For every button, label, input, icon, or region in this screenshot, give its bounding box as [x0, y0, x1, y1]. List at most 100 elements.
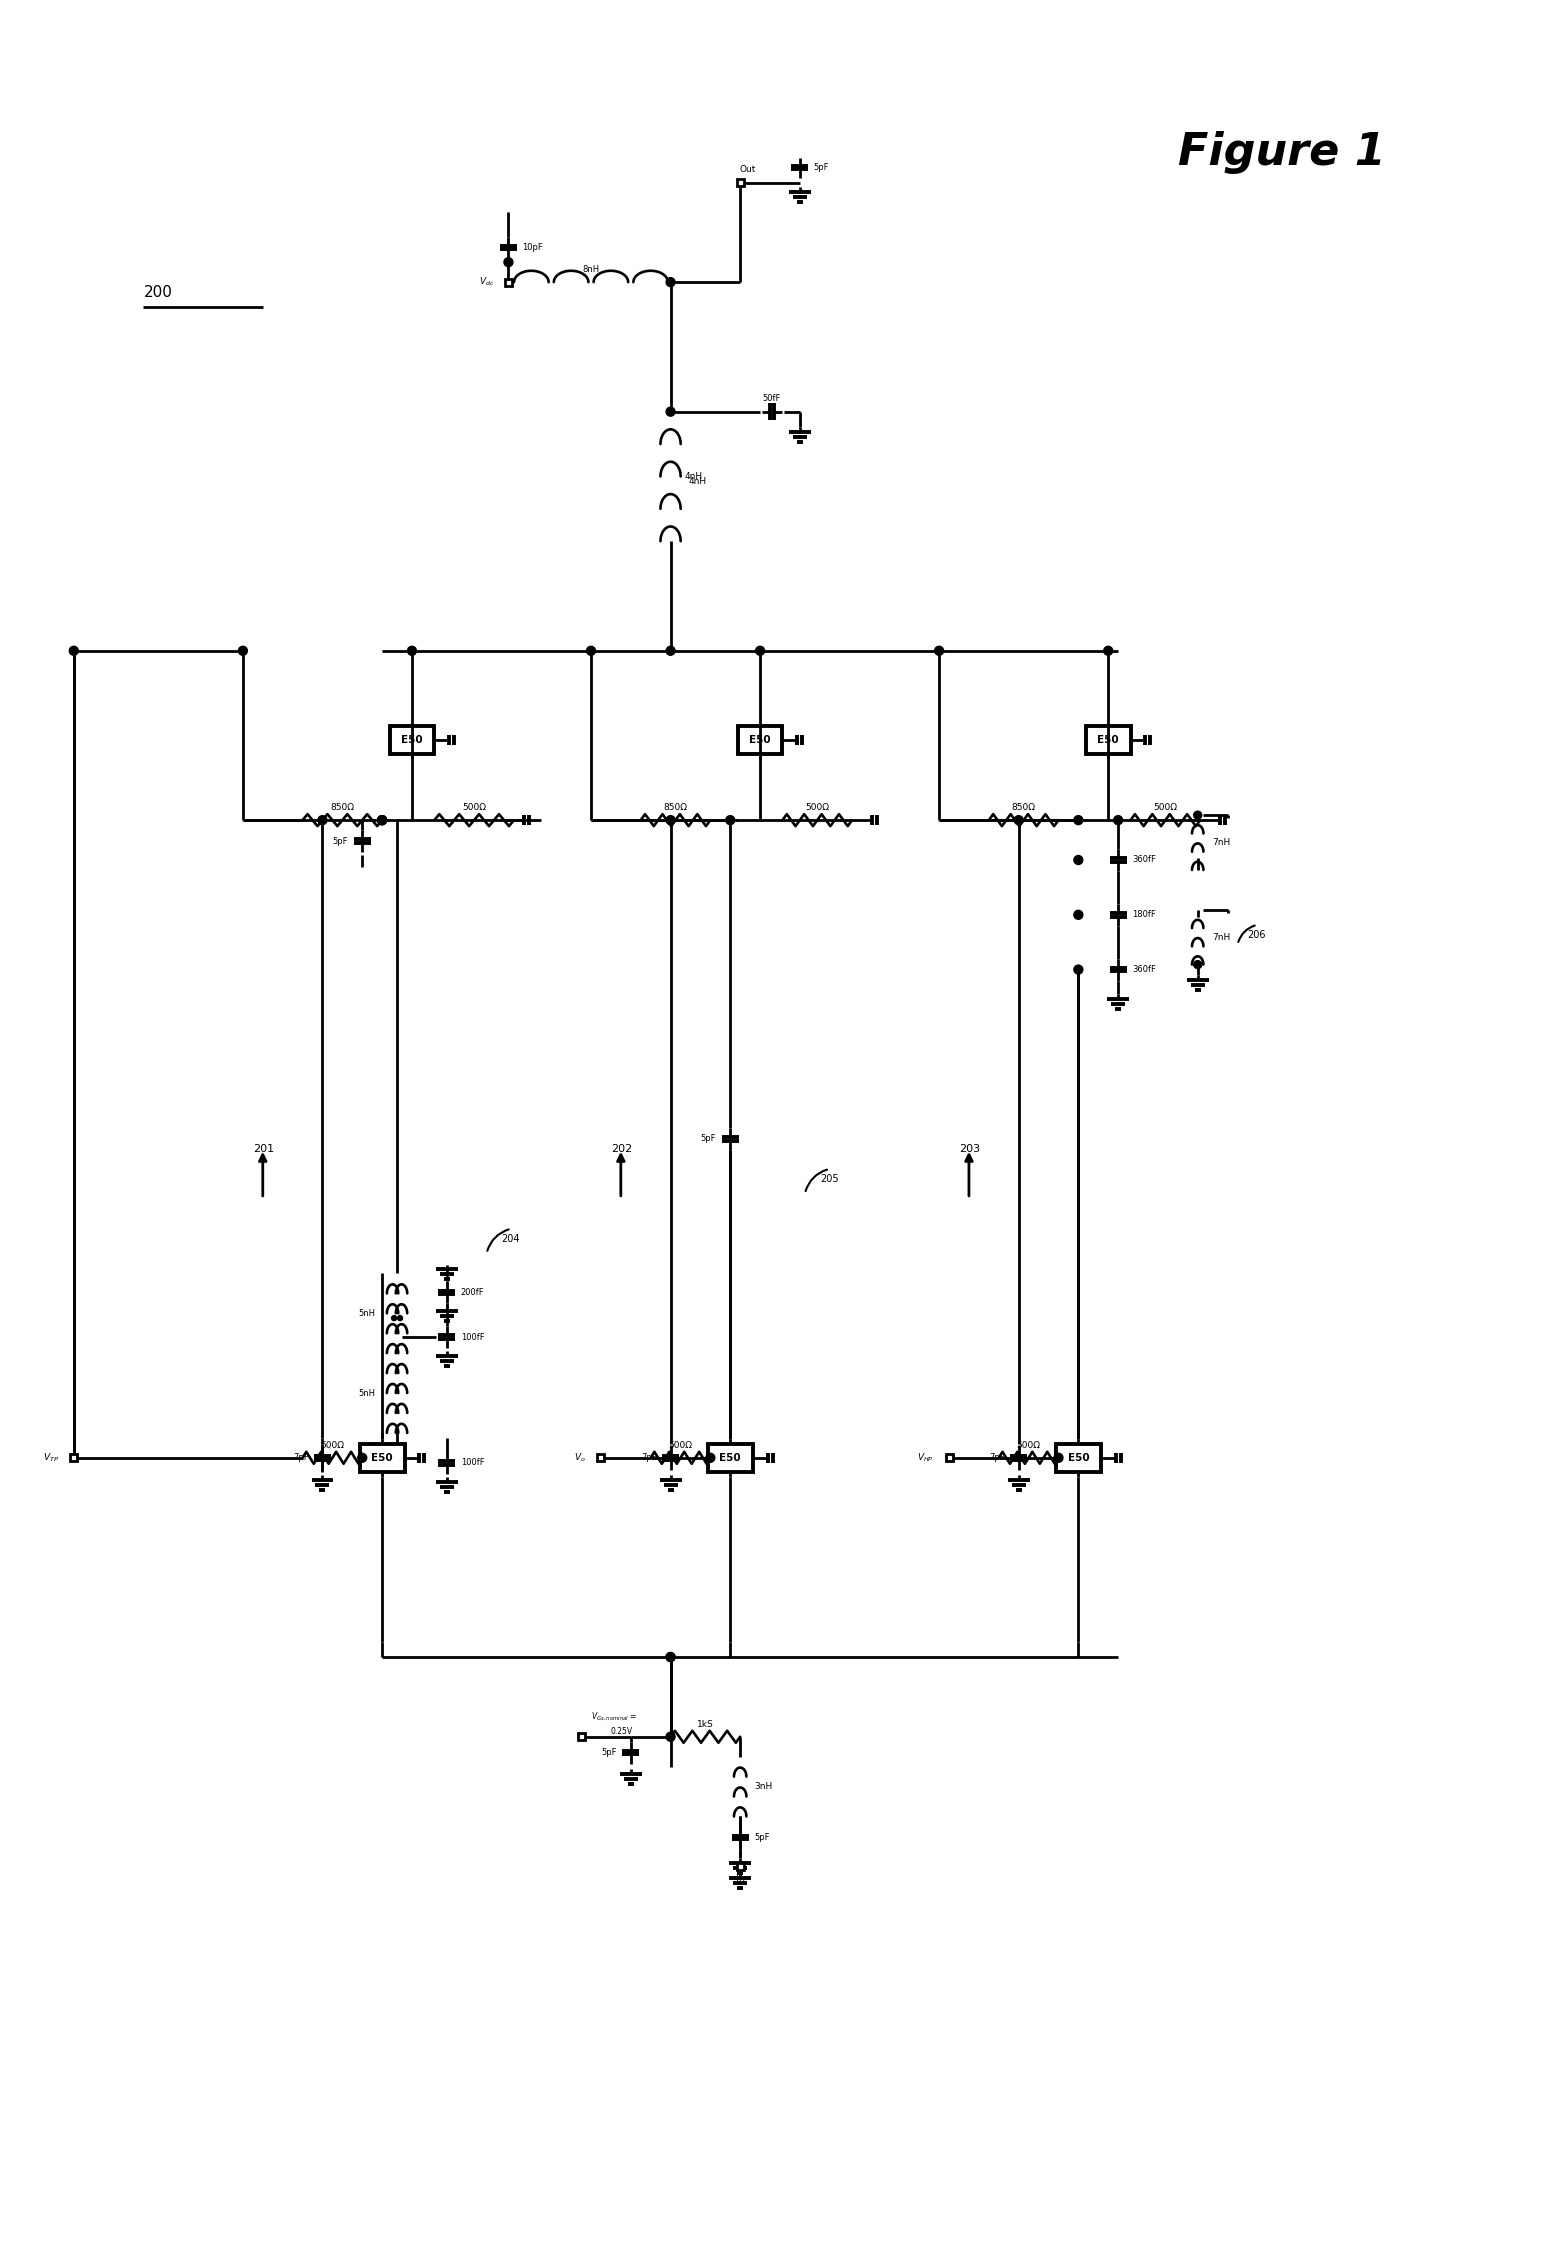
Circle shape: [1114, 815, 1123, 825]
Circle shape: [666, 1654, 675, 1663]
Text: 360fF: 360fF: [1132, 965, 1156, 974]
Text: E50: E50: [750, 736, 771, 745]
Text: 5pF: 5pF: [700, 1134, 716, 1143]
Text: 100fF: 100fF: [460, 1333, 485, 1342]
Text: $V_{Gs,nominal}=$: $V_{Gs,nominal}=$: [592, 1710, 637, 1724]
Circle shape: [587, 646, 595, 655]
Text: 100fF: 100fF: [460, 1459, 485, 1468]
Text: 206: 206: [1247, 931, 1266, 940]
Text: 202: 202: [610, 1143, 632, 1154]
Circle shape: [239, 646, 248, 655]
Text: 201: 201: [252, 1143, 274, 1154]
Circle shape: [378, 815, 387, 825]
Circle shape: [1073, 965, 1083, 974]
Text: $V_{TP}$: $V_{TP}$: [43, 1453, 59, 1464]
Text: 7nH: 7nH: [1213, 933, 1231, 942]
Text: 180fF: 180fF: [1132, 910, 1156, 919]
Text: 4nH: 4nH: [688, 477, 706, 486]
Circle shape: [70, 646, 79, 655]
Bar: [708, 1444, 753, 1471]
Text: 10pF: 10pF: [522, 242, 544, 251]
Circle shape: [1073, 910, 1083, 919]
Bar: [1086, 727, 1131, 755]
Text: 5pF: 5pF: [333, 836, 349, 845]
Text: 200fF: 200fF: [460, 1288, 485, 1297]
Text: 4nH: 4nH: [685, 472, 703, 481]
Text: 3nH: 3nH: [754, 1782, 773, 1791]
Bar: [737, 178, 744, 185]
Circle shape: [666, 407, 675, 416]
Text: In: In: [736, 1875, 745, 1884]
Circle shape: [1073, 815, 1083, 825]
Circle shape: [1015, 815, 1024, 825]
Text: 500Ω: 500Ω: [1154, 804, 1177, 813]
Circle shape: [1194, 811, 1202, 820]
Bar: [70, 1455, 77, 1462]
Text: $V_o$: $V_o$: [575, 1453, 586, 1464]
Text: 204: 204: [502, 1233, 520, 1245]
Text: E50: E50: [1097, 736, 1118, 745]
Bar: [390, 727, 434, 755]
Circle shape: [378, 815, 387, 825]
Circle shape: [666, 1654, 675, 1663]
Circle shape: [706, 1453, 714, 1462]
Text: Figure 1: Figure 1: [1177, 131, 1385, 174]
Circle shape: [934, 646, 943, 655]
Circle shape: [666, 646, 675, 655]
Text: 7pF: 7pF: [641, 1453, 657, 1462]
Text: 850Ω: 850Ω: [663, 804, 688, 813]
Text: 5nH: 5nH: [358, 1389, 375, 1398]
Bar: [945, 1455, 953, 1462]
Circle shape: [1194, 960, 1202, 969]
Text: 7pF: 7pF: [990, 1453, 1005, 1462]
Circle shape: [378, 815, 387, 825]
Bar: [1056, 1444, 1101, 1471]
Text: 7pF: 7pF: [293, 1453, 308, 1462]
Bar: [359, 1444, 404, 1471]
Circle shape: [756, 646, 765, 655]
Text: 500Ω: 500Ω: [462, 804, 486, 813]
Circle shape: [407, 646, 417, 655]
Text: E50: E50: [372, 1453, 393, 1464]
Text: 203: 203: [959, 1143, 981, 1154]
Text: 850Ω: 850Ω: [330, 804, 355, 813]
Circle shape: [398, 1315, 403, 1322]
Bar: [578, 1733, 584, 1739]
Text: E50: E50: [1067, 1453, 1089, 1464]
Text: E50: E50: [401, 736, 423, 745]
Bar: [737, 727, 782, 755]
Circle shape: [726, 815, 734, 825]
Circle shape: [1053, 1453, 1063, 1462]
Text: 0.25V: 0.25V: [610, 1728, 634, 1737]
Text: 8nH: 8nH: [582, 264, 599, 273]
Circle shape: [666, 1733, 675, 1742]
Text: 360fF: 360fF: [1132, 856, 1156, 865]
Circle shape: [503, 258, 513, 267]
Bar: [598, 1455, 604, 1462]
Circle shape: [1104, 646, 1112, 655]
Text: 205: 205: [819, 1175, 838, 1184]
Text: 50fF: 50fF: [762, 395, 781, 402]
Bar: [737, 1864, 744, 1870]
Circle shape: [666, 815, 675, 825]
Circle shape: [666, 278, 675, 287]
Text: 500Ω: 500Ω: [321, 1441, 344, 1450]
Bar: [505, 278, 511, 285]
Text: 1kS: 1kS: [697, 1719, 714, 1728]
Text: E50: E50: [719, 1453, 740, 1464]
Text: 5pF: 5pF: [601, 1748, 617, 1758]
Text: 5nH: 5nH: [358, 1308, 375, 1317]
Text: 7nH: 7nH: [1213, 838, 1231, 847]
Circle shape: [1073, 856, 1083, 865]
Text: 500Ω: 500Ω: [1016, 1441, 1041, 1450]
Text: $V_{HP}$: $V_{HP}$: [917, 1453, 934, 1464]
Text: 200: 200: [144, 285, 172, 300]
Text: $V_{dc}$: $V_{dc}$: [479, 276, 494, 289]
Text: 500Ω: 500Ω: [669, 1441, 692, 1450]
Circle shape: [318, 815, 327, 825]
Circle shape: [358, 1453, 367, 1462]
Text: 500Ω: 500Ω: [805, 804, 829, 813]
Text: Out: Out: [740, 165, 756, 174]
Text: 850Ω: 850Ω: [1011, 804, 1036, 813]
Text: 5pF: 5pF: [813, 163, 829, 172]
